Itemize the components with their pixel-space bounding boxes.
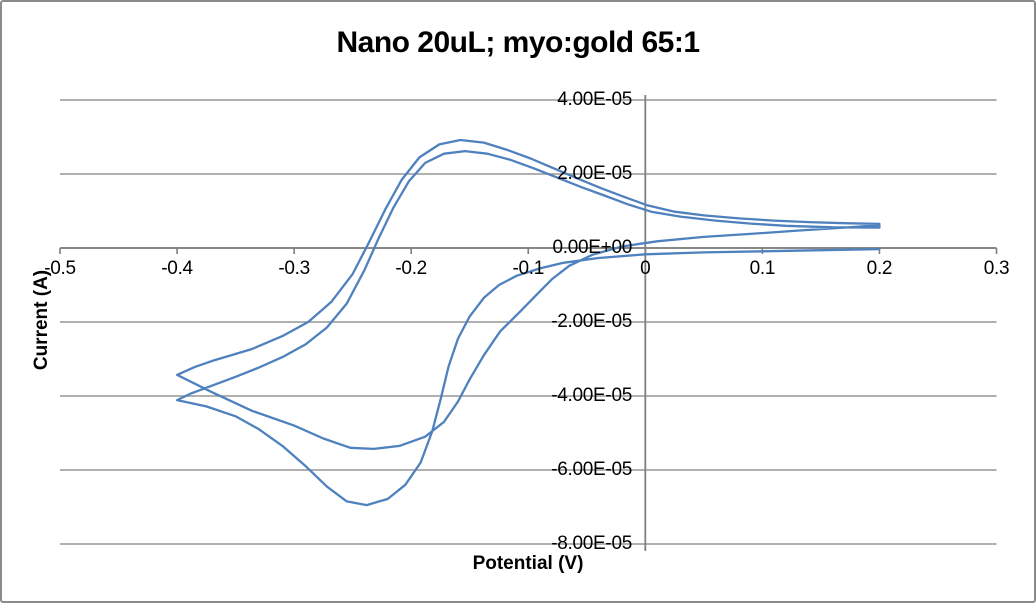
y-tick-label: 2.00E-05 (557, 163, 632, 184)
y-tick-label: -6.00E-05 (551, 459, 632, 480)
y-tick-label: 4.00E-05 (557, 89, 632, 110)
y-tick-label: -8.00E-05 (551, 533, 632, 554)
x-tick-label: 0.1 (749, 258, 776, 279)
x-tick-label: -0.4 (161, 258, 193, 279)
chart-title: Nano 20uL; myo:gold 65:1 (336, 26, 700, 59)
x-tick-label: 0.3 (983, 258, 1010, 279)
x-tick-label: -0.1 (512, 258, 545, 279)
x-tick-label: -0.2 (395, 258, 427, 279)
x-tick-label: -0.3 (278, 258, 310, 279)
cv-curve (175, 138, 881, 507)
x-tick-label: 0.2 (866, 258, 893, 279)
y-tick-label: -4.00E-05 (551, 385, 632, 406)
x-axis-title: Potential (V) (472, 553, 584, 574)
y-tick-label: 0.00E+00 (552, 237, 633, 258)
x-tick-label: 0 (640, 258, 651, 279)
y-axis-title: Current (A) (31, 269, 52, 371)
y-tick-label: -2.00E-05 (551, 311, 632, 332)
x-tick-label: -0.5 (44, 258, 76, 279)
